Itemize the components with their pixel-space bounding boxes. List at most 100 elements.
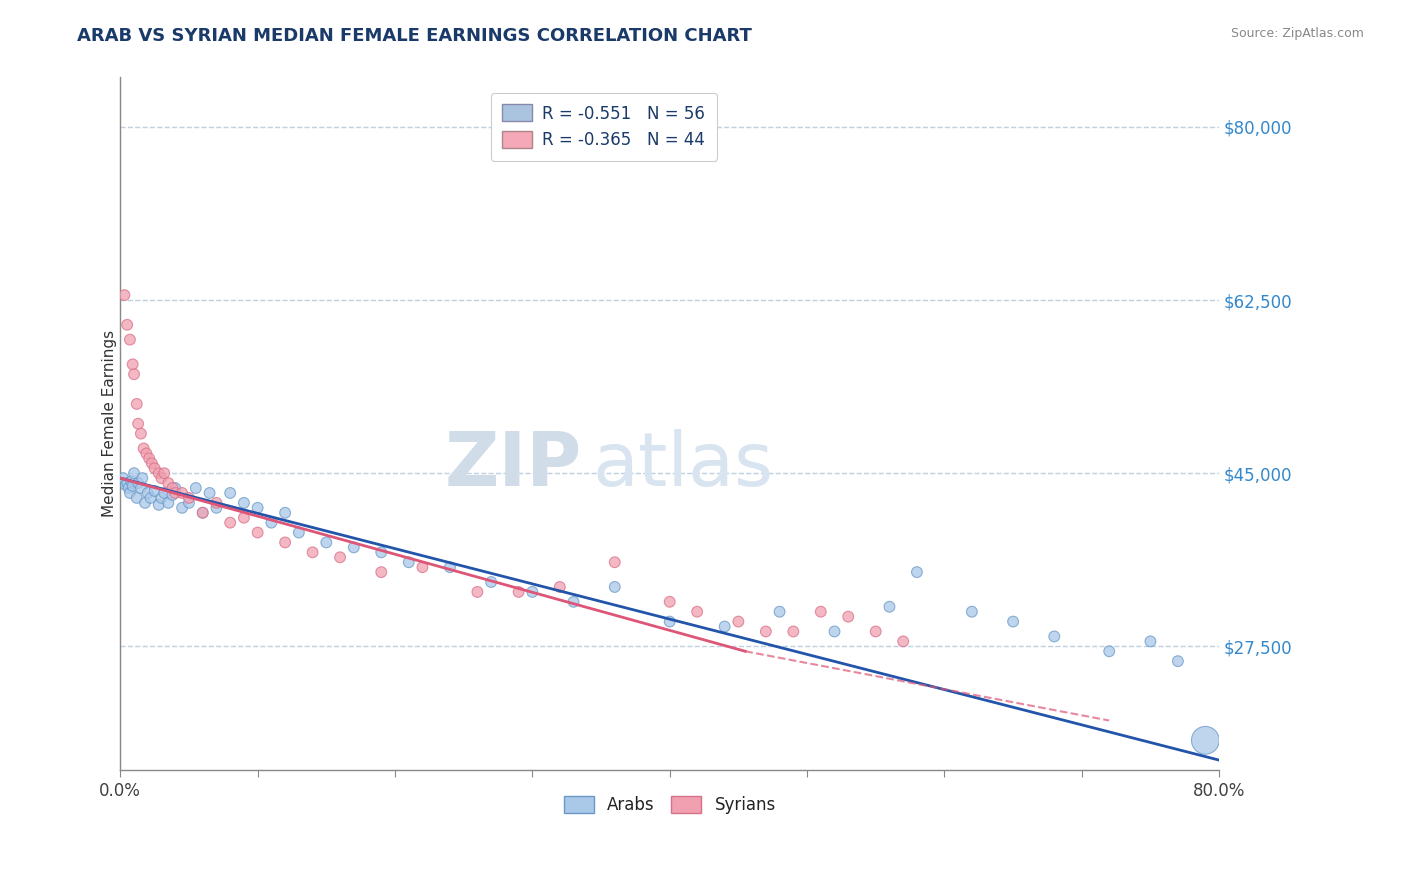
Point <box>112 288 135 302</box>
Point <box>122 466 145 480</box>
Point <box>232 496 254 510</box>
Point <box>117 481 139 495</box>
Point <box>343 541 366 555</box>
Point <box>205 496 228 510</box>
Point <box>157 496 180 510</box>
Point <box>658 595 681 609</box>
Point <box>879 599 901 614</box>
Point <box>205 500 228 515</box>
Point <box>548 580 571 594</box>
Point <box>121 357 143 371</box>
Point <box>129 481 152 495</box>
Point <box>115 318 138 332</box>
Point <box>219 516 242 530</box>
Point <box>172 500 194 515</box>
Point <box>198 486 221 500</box>
Point <box>370 565 392 579</box>
Point <box>143 483 166 498</box>
Point <box>162 481 184 495</box>
Point <box>125 397 148 411</box>
Point <box>177 491 200 505</box>
Point <box>129 426 152 441</box>
Point <box>810 605 832 619</box>
Point <box>121 479 143 493</box>
Point <box>370 545 392 559</box>
Point <box>658 615 681 629</box>
Text: Source: ZipAtlas.com: Source: ZipAtlas.com <box>1230 27 1364 40</box>
Point <box>603 580 626 594</box>
Point <box>148 498 170 512</box>
Point <box>837 609 859 624</box>
Point <box>467 585 489 599</box>
Point <box>603 555 626 569</box>
Point <box>143 461 166 475</box>
Point <box>782 624 804 639</box>
Point <box>301 545 323 559</box>
Point <box>329 550 352 565</box>
Point <box>1167 654 1189 668</box>
Point <box>184 481 207 495</box>
Point <box>713 619 735 633</box>
Point <box>191 506 214 520</box>
Point <box>1139 634 1161 648</box>
Point <box>191 506 214 520</box>
Point <box>522 585 544 599</box>
Point <box>127 476 149 491</box>
Point <box>134 496 156 510</box>
Point <box>127 417 149 431</box>
Legend: Arabs, Syrians: Arabs, Syrians <box>554 786 786 824</box>
Point <box>150 471 173 485</box>
Point <box>891 634 914 648</box>
Text: ZIP: ZIP <box>444 429 582 502</box>
Point <box>768 605 790 619</box>
Point <box>479 574 502 589</box>
Text: atlas: atlas <box>593 429 773 502</box>
Point <box>288 525 311 540</box>
Point <box>165 481 187 495</box>
Point <box>162 488 184 502</box>
Y-axis label: Median Female Earnings: Median Female Earnings <box>101 330 117 517</box>
Point <box>439 560 461 574</box>
Point <box>315 535 337 549</box>
Point <box>1194 733 1216 747</box>
Point <box>136 486 159 500</box>
Point <box>686 605 709 619</box>
Point <box>562 595 585 609</box>
Point <box>118 486 141 500</box>
Point <box>219 486 242 500</box>
Point <box>112 471 135 485</box>
Point <box>260 516 283 530</box>
Point <box>246 525 269 540</box>
Point <box>508 585 530 599</box>
Point <box>138 451 160 466</box>
Point <box>1098 644 1121 658</box>
Point <box>153 466 176 480</box>
Point <box>114 478 136 492</box>
Point <box>165 486 187 500</box>
Point <box>274 506 297 520</box>
Point <box>824 624 846 639</box>
Point <box>135 446 157 460</box>
Point <box>1043 629 1066 643</box>
Point <box>727 615 749 629</box>
Point <box>122 368 145 382</box>
Point <box>274 535 297 549</box>
Point <box>131 471 153 485</box>
Point <box>125 491 148 505</box>
Point <box>141 456 163 470</box>
Point <box>960 605 983 619</box>
Text: ARAB VS SYRIAN MEDIAN FEMALE EARNINGS CORRELATION CHART: ARAB VS SYRIAN MEDIAN FEMALE EARNINGS CO… <box>77 27 752 45</box>
Point <box>1002 615 1025 629</box>
Point <box>172 486 194 500</box>
Point <box>232 510 254 524</box>
Point <box>246 500 269 515</box>
Point <box>755 624 778 639</box>
Point <box>148 466 170 480</box>
Point <box>120 474 142 488</box>
Point <box>153 486 176 500</box>
Point <box>157 476 180 491</box>
Point <box>150 491 173 505</box>
Point <box>398 555 420 569</box>
Point <box>115 476 138 491</box>
Point <box>132 442 155 456</box>
